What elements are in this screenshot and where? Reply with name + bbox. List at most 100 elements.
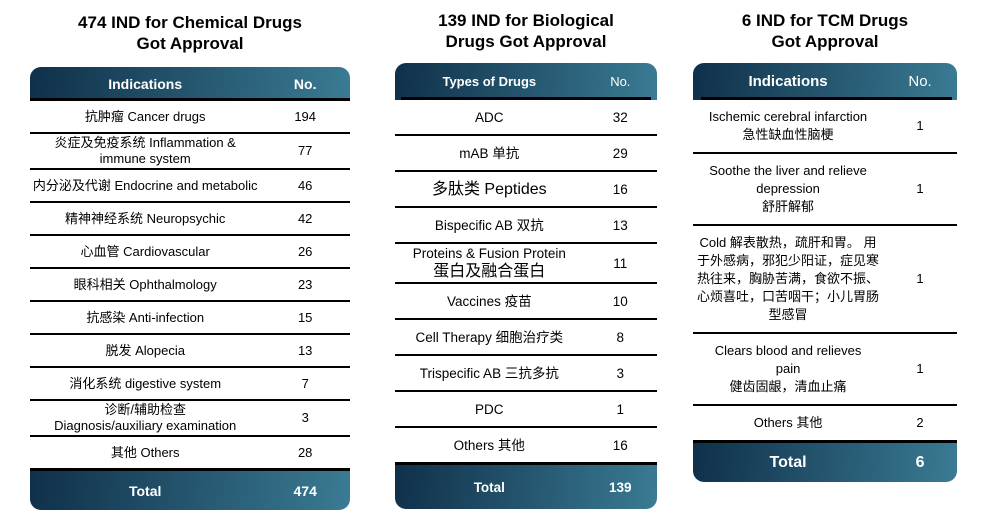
row-label-line: 内分泌及代谢 Endocrine and metabolic [32, 177, 258, 193]
row-label-line: Cell Therapy 细胞治疗类 [415, 329, 564, 345]
table-row: ADC 32 [395, 100, 657, 136]
total-value: 6 [915, 453, 925, 471]
row-label-line: Trispecific AB 三抗多抗 [419, 365, 559, 381]
table-row: 多肽类 Peptides 16 [395, 172, 657, 208]
chemical-drugs-table: 474 IND for Chemical Drugs Got Approval … [30, 0, 350, 510]
row-label: Trispecific AB 三抗多抗 [395, 365, 584, 382]
total-row: Total 139 [395, 462, 657, 509]
row-value: 7 [301, 375, 309, 391]
table-body: Ischemic cerebral infarction 急性缺血性脑梗 1 Soot… [693, 100, 957, 440]
table-title-line-2: Got Approval [136, 34, 244, 53]
row-value: 1 [916, 181, 924, 196]
table-row: Ischemic cerebral infarction 急性缺血性脑梗 1 [693, 100, 957, 154]
table-title-line-2: Drugs Got Approval [445, 32, 607, 51]
row-label: PDC [395, 401, 584, 418]
row-label-line: 多肽类 Peptides [431, 180, 547, 198]
row-label-line: Cold 解表散热，疏肝和胃。 用 [699, 235, 877, 250]
row-label-line: immune system [99, 151, 191, 166]
row-value: 23 [297, 276, 313, 292]
table-row: 炎症及免疫系统 Inflammation & immune system 77 [30, 134, 350, 170]
row-label-line: 精神神经系统 Neuropsychic [65, 210, 226, 226]
row-value: 15 [297, 309, 313, 325]
row-value: 16 [612, 181, 628, 197]
row-value: 42 [297, 210, 313, 226]
table-row: Cold 解表散热，疏肝和胃。 用于外感病，邪犯少阳证，症见寒 热往来，胸胁苦满，… [693, 226, 957, 334]
row-value: 77 [297, 143, 313, 158]
row-label-line: PDC [475, 401, 504, 417]
row-label: mAB 单抗 [395, 145, 584, 162]
tcm-drugs-table: 6 IND for TCM Drugs Got Approval Indicat… [693, 0, 957, 482]
total-row: Total 6 [693, 440, 957, 482]
total-label: Total [769, 453, 807, 471]
row-label-line: 炎症及免疫系统 Inflammation & [54, 135, 236, 150]
row-label: Clears blood and relieves pain 健齿固龈，清血止痛 [693, 342, 883, 396]
row-value: 32 [612, 109, 628, 125]
column-header-no: No. [610, 74, 631, 89]
table-row: PDC 1 [395, 392, 657, 428]
table-row: mAB 单抗 29 [395, 136, 657, 172]
column-header-no: No. [293, 76, 317, 92]
row-label: 心血管 Cardiovascular [30, 244, 260, 260]
row-label-line: 消化系统 digestive system [69, 375, 222, 391]
row-value: 194 [294, 108, 317, 124]
table-row: 消化系统 digestive system 7 [30, 368, 350, 401]
row-label-line: 健齿固龈，清血止痛 [729, 379, 847, 394]
table-row: 其他 Others 28 [30, 437, 350, 468]
row-label: 消化系统 digestive system [30, 376, 260, 392]
row-label-line: Soothe the liver and relieve [709, 163, 867, 178]
row-label-line: 舒肝解郁 [762, 199, 815, 214]
table-title: 6 IND for TCM Drugs Got Approval [693, 10, 957, 52]
row-label-line: 抗感染 Anti-infection [86, 309, 205, 325]
row-value: 46 [297, 177, 313, 193]
row-label-line: Ischemic cerebral infarction [708, 109, 868, 124]
table-body: 抗肿瘤 Cancer drugs 194 炎症及免疫系统 Inflammation … [30, 101, 350, 468]
row-label-line: Vaccines 疫苗 [447, 293, 532, 309]
table-header: Indications No. [30, 67, 350, 101]
row-label-line: Clears blood and relieves [714, 343, 862, 358]
table-row: 眼科相关 Ophthalmology 23 [30, 269, 350, 302]
row-value: 1 [916, 118, 924, 133]
table-row: 精神神经系统 Neuropsychic 42 [30, 203, 350, 236]
table-title: 139 IND for Biological Drugs Got Approva… [395, 10, 657, 52]
row-label-line: 型感冒 [768, 307, 808, 322]
row-value: 10 [612, 293, 628, 309]
row-label-line: pain [775, 361, 801, 376]
row-value: 1 [616, 401, 625, 417]
row-label-line: Diagnosis/auxiliary examination [54, 418, 237, 433]
row-label: 眼科相关 Ophthalmology [30, 277, 260, 293]
row-label-line: 脱发 Alopecia [105, 342, 185, 358]
table-row: Proteins & Fusion Protein 蛋白及融合蛋白 11 [395, 244, 657, 284]
row-label: Bispecific AB 双抗 [395, 217, 584, 234]
row-value: 3 [301, 410, 309, 425]
row-label-line: 心烦喜吐，口苦咽干；小儿胃肠 [697, 289, 880, 304]
column-header-indications: Indications [748, 73, 828, 90]
row-value: 1 [916, 361, 924, 376]
row-label-line: 急性缺血性脑梗 [742, 127, 834, 142]
table-row: 内分泌及代谢 Endocrine and metabolic 46 [30, 170, 350, 203]
column-header-no: No. [908, 73, 932, 90]
row-label: 抗肿瘤 Cancer drugs [30, 109, 260, 125]
row-label: Cold 解表散热，疏肝和胃。 用于外感病，邪犯少阳证，症见寒 热往来，胸胁苦满，… [693, 234, 883, 324]
table-row: Others 其他 16 [395, 428, 657, 462]
column-header-indications: Indications [108, 76, 183, 92]
total-row: Total 474 [30, 468, 350, 510]
table-title: 474 IND for Chemical Drugs Got Approval [30, 12, 350, 54]
row-label: Others 其他 [395, 437, 584, 454]
row-label: 内分泌及代谢 Endocrine and metabolic [30, 178, 260, 194]
table-row: 脱发 Alopecia 13 [30, 335, 350, 368]
total-value: 139 [609, 479, 632, 495]
total-label: Total [473, 479, 505, 495]
row-value: 1 [916, 271, 924, 286]
row-label-line: 热往来，胸胁苦满，食欲不振、 [697, 271, 880, 286]
row-label: 其他 Others [30, 445, 260, 461]
row-value: 2 [916, 415, 924, 430]
row-label-line: 蛋白及融合蛋白 [433, 263, 546, 280]
row-label: Others 其他 [693, 414, 883, 432]
row-label: 精神神经系统 Neuropsychic [30, 211, 260, 227]
row-value: 28 [297, 444, 313, 460]
table-body: ADC 32 mAB 单抗 29 多肽类 Peptides 16 Bispecific AB… [395, 100, 657, 462]
row-label-line: 心血管 Cardiovascular [80, 243, 210, 259]
row-label: Vaccines 疫苗 [395, 293, 584, 310]
row-label: 炎症及免疫系统 Inflammation & immune system [30, 135, 260, 167]
table-title-line-1: 6 IND for TCM Drugs [741, 11, 909, 30]
